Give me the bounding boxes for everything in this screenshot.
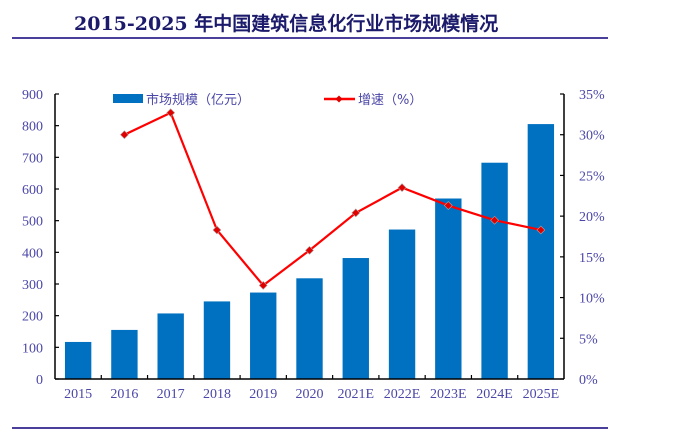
y-right-tick-label: 35% [579,88,605,103]
growth-point-2021E [351,208,361,218]
x-tick-label: 2015 [64,387,92,402]
x-tick-label: 2025E [523,387,560,402]
bar-2024E [481,162,508,379]
bar-2018 [203,301,231,379]
growth-line-series [120,108,546,290]
growth-point-2022E [397,183,407,193]
growth-point-2017 [166,108,176,118]
bar-2016 [111,329,138,379]
bar-2023E [435,198,462,379]
growth-point-2018 [212,225,222,235]
y-right-tick-label: 0% [579,373,598,388]
x-tick-labels: 2015 2016 2017 2018 2019 2020 2021E 2022E 2023E 2… [64,387,559,402]
x-tick-label: 2016 [110,387,138,402]
bar-2017 [157,313,184,379]
x-tick-label: 2024E [476,387,513,402]
growth-point-2025E [536,225,546,235]
bar-2020 [296,278,323,379]
bar-2015 [64,341,92,379]
x-tick-label: 2022E [384,387,421,402]
y-left-tick-label: 800 [22,120,43,135]
x-tick-label: 2023E [430,387,467,402]
y-right-tick-label: 20% [579,210,605,225]
x-tick-label: 2021E [337,387,374,402]
y-right-tick-label: 15% [579,251,605,266]
y-left-tick-label: 0 [36,373,43,388]
bar-2025E [527,124,555,379]
y-right-tick-label: 25% [579,169,605,184]
y-left-tick-label: 200 [22,310,43,325]
axes [54,93,565,380]
bar-series [64,124,555,379]
y-left-tick-labels: 0 100 200 300 400 500 600 700 800 900 [22,88,43,388]
y-left-tick-label: 700 [22,151,43,166]
footer-divider [12,427,608,429]
growth-line [123,111,542,287]
legend-bar-label: 市场规模（亿元） [146,92,250,108]
x-tick-label: 2018 [203,387,231,402]
y-right-tick-label: 10% [579,292,605,307]
growth-point-2016 [120,130,129,140]
y-left-tick-label: 600 [22,183,43,198]
bar-2021E [342,258,369,379]
y-right-tick-label: 5% [579,332,598,347]
growth-point-2024E [490,215,499,225]
x-tick-label: 2019 [249,387,277,402]
y-right-tick-labels: 0% 5% 10% 15% 20% 25% 30% 35% [579,88,605,388]
legend: 市场规模（亿元） 增速（%） [113,92,422,108]
legend-line-label: 增速（%） [358,93,422,108]
growth-point-2019 [258,280,268,290]
bar-2019 [250,292,277,379]
chart-title: 2015-2025 年中国建筑信息化行业市场规模情况 [74,13,499,35]
x-tick-label: 2020 [296,387,324,402]
title-divider [12,37,608,39]
y-left-tick-label: 300 [22,278,43,293]
bar-2022E [388,229,416,379]
x-tick-label: 2017 [157,387,185,402]
legend-line-marker [335,95,343,103]
legend-bar-swatch [113,94,143,103]
y-left-tick-label: 100 [22,341,43,356]
y-left-tick-label: 400 [22,246,43,261]
growth-point-2020 [305,245,314,255]
growth-point-2023E [443,201,453,210]
y-right-tick-label: 30% [579,129,605,144]
y-left-tick-label: 500 [22,215,43,230]
y-left-tick-label: 900 [22,88,43,103]
